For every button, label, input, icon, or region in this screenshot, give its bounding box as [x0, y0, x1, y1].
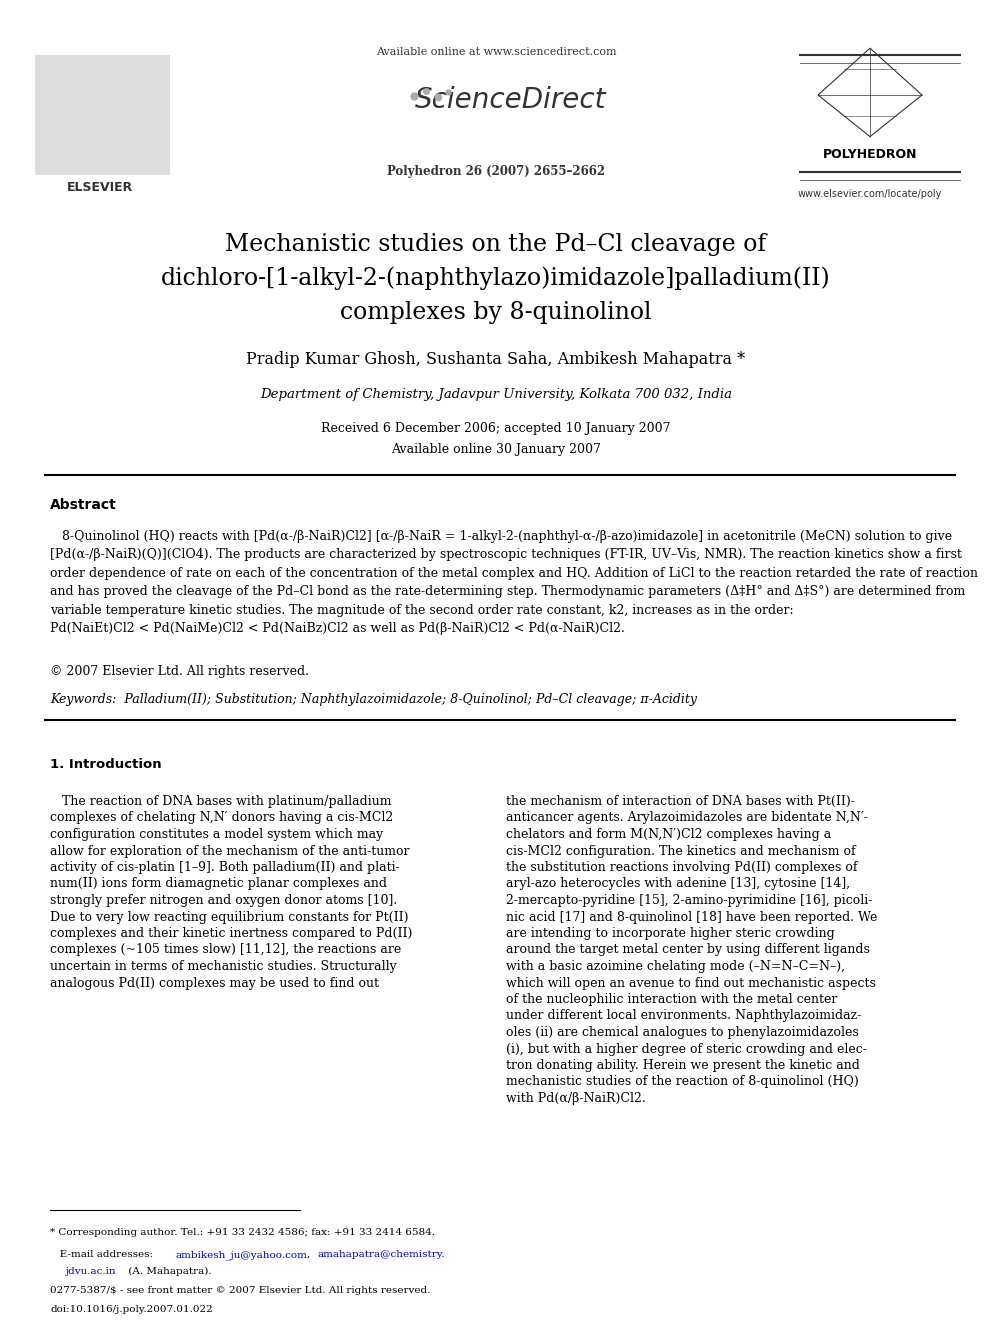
Bar: [35, 56, 170, 175]
Text: are intending to incorporate higher steric crowding: are intending to incorporate higher ster…: [506, 927, 834, 941]
Text: analogous Pd(II) complexes may be used to find out: analogous Pd(II) complexes may be used t…: [50, 976, 379, 990]
Text: Department of Chemistry, Jadavpur University, Kolkata 700 032, India: Department of Chemistry, Jadavpur Univer…: [260, 389, 732, 401]
Text: Pradip Kumar Ghosh, Sushanta Saha, Ambikesh Mahapatra *: Pradip Kumar Ghosh, Sushanta Saha, Ambik…: [246, 352, 746, 369]
Text: ambikesh_ju@yahoo.com: ambikesh_ju@yahoo.com: [175, 1250, 307, 1259]
Text: 2-mercapto-pyridine [15], 2-amino-pyrimidine [16], picoli-: 2-mercapto-pyridine [15], 2-amino-pyrimi…: [506, 894, 872, 908]
Text: www.elsevier.com/locate/poly: www.elsevier.com/locate/poly: [798, 189, 942, 198]
Text: ELSEVIER: ELSEVIER: [66, 181, 133, 194]
Text: with Pd(α/β-NaiR)Cl2.: with Pd(α/β-NaiR)Cl2.: [506, 1091, 646, 1105]
Text: the mechanism of interaction of DNA bases with Pt(II)-: the mechanism of interaction of DNA base…: [506, 795, 855, 808]
Text: mechanistic studies of the reaction of 8-quinolinol (HQ): mechanistic studies of the reaction of 8…: [506, 1076, 859, 1089]
Text: jdvu.ac.in: jdvu.ac.in: [65, 1267, 116, 1275]
Text: Polyhedron 26 (2007) 2655–2662: Polyhedron 26 (2007) 2655–2662: [387, 165, 605, 179]
Text: Received 6 December 2006; accepted 10 January 2007: Received 6 December 2006; accepted 10 Ja…: [321, 422, 671, 434]
Text: strongly prefer nitrogen and oxygen donor atoms [10].: strongly prefer nitrogen and oxygen dono…: [50, 894, 397, 908]
Text: uncertain in terms of mechanistic studies. Structurally: uncertain in terms of mechanistic studie…: [50, 960, 397, 972]
Text: amahapatra@chemistry.: amahapatra@chemistry.: [317, 1250, 444, 1259]
Text: © 2007 Elsevier Ltd. All rights reserved.: © 2007 Elsevier Ltd. All rights reserved…: [50, 665, 309, 679]
Text: around the target metal center by using different ligands: around the target metal center by using …: [506, 943, 870, 957]
Text: 8-Quinolinol (HQ) reacts with [Pd(α-/β-NaiR)Cl2] [α-/β-NaiR = 1-alkyl-2-(naphthy: 8-Quinolinol (HQ) reacts with [Pd(α-/β-N…: [50, 531, 978, 635]
Text: oles (ii) are chemical analogues to phenylazoimidazoles: oles (ii) are chemical analogues to phen…: [506, 1027, 859, 1039]
Text: anticancer agents. Arylazoimidazoles are bidentate N,N′-: anticancer agents. Arylazoimidazoles are…: [506, 811, 868, 824]
Text: aryl-azo heterocycles with adenine [13], cytosine [14],: aryl-azo heterocycles with adenine [13],…: [506, 877, 850, 890]
Text: the substitution reactions involving Pd(II) complexes of: the substitution reactions involving Pd(…: [506, 861, 857, 875]
Text: chelators and form M(N,N′)Cl2 complexes having a: chelators and form M(N,N′)Cl2 complexes …: [506, 828, 831, 841]
Text: complexes and their kinetic inertness compared to Pd(II): complexes and their kinetic inertness co…: [50, 927, 413, 941]
Text: (A. Mahapatra).: (A. Mahapatra).: [125, 1267, 211, 1277]
Text: E-mail addresses:: E-mail addresses:: [50, 1250, 157, 1259]
Text: The reaction of DNA bases with platinum/palladium: The reaction of DNA bases with platinum/…: [50, 795, 392, 808]
Text: configuration constitutes a model system which may: configuration constitutes a model system…: [50, 828, 383, 841]
Text: 0277-5387/$ - see front matter © 2007 Elsevier Ltd. All rights reserved.: 0277-5387/$ - see front matter © 2007 El…: [50, 1286, 431, 1295]
Text: dichloro-[1-alkyl-2-(naphthylazo)imidazole]palladium(II): dichloro-[1-alkyl-2-(naphthylazo)imidazo…: [161, 266, 831, 290]
Text: num(II) ions form diamagnetic planar complexes and: num(II) ions form diamagnetic planar com…: [50, 877, 387, 890]
Text: 1. Introduction: 1. Introduction: [50, 758, 162, 771]
Text: POLYHEDRON: POLYHEDRON: [822, 148, 918, 161]
Text: * Corresponding author. Tel.: +91 33 2432 4586; fax: +91 33 2414 6584.: * Corresponding author. Tel.: +91 33 243…: [50, 1228, 435, 1237]
Text: nic acid [17] and 8-quinolinol [18] have been reported. We: nic acid [17] and 8-quinolinol [18] have…: [506, 910, 877, 923]
Text: complexes of chelating N,N′ donors having a cis-MCl2: complexes of chelating N,N′ donors havin…: [50, 811, 393, 824]
Text: Mechanistic studies on the Pd–Cl cleavage of: Mechanistic studies on the Pd–Cl cleavag…: [225, 233, 767, 257]
Text: Available online at www.sciencedirect.com: Available online at www.sciencedirect.co…: [376, 48, 616, 57]
Text: activity of cis-platin [1–9]. Both palladium(II) and plati-: activity of cis-platin [1–9]. Both palla…: [50, 861, 400, 875]
Text: Due to very low reacting equilibrium constants for Pt(II): Due to very low reacting equilibrium con…: [50, 910, 409, 923]
Text: Available online 30 January 2007: Available online 30 January 2007: [391, 443, 601, 456]
Text: with a basic azoimine chelating mode (–N=N–C=N–),: with a basic azoimine chelating mode (–N…: [506, 960, 845, 972]
Text: complexes by 8-quinolinol: complexes by 8-quinolinol: [340, 300, 652, 324]
Text: ScienceDirect: ScienceDirect: [416, 86, 607, 114]
Text: cis-MCl2 configuration. The kinetics and mechanism of: cis-MCl2 configuration. The kinetics and…: [506, 844, 856, 857]
Text: which will open an avenue to find out mechanistic aspects: which will open an avenue to find out me…: [506, 976, 876, 990]
Text: complexes (~105 times slow) [11,12], the reactions are: complexes (~105 times slow) [11,12], the…: [50, 943, 401, 957]
Text: (i), but with a higher degree of steric crowding and elec-: (i), but with a higher degree of steric …: [506, 1043, 867, 1056]
Text: of the nucleophilic interaction with the metal center: of the nucleophilic interaction with the…: [506, 994, 837, 1005]
Text: Keywords:  Palladium(II); Substitution; Naphthylazoimidazole; 8-Quinolinol; Pd–C: Keywords: Palladium(II); Substitution; N…: [50, 693, 697, 706]
Text: tron donating ability. Herein we present the kinetic and: tron donating ability. Herein we present…: [506, 1058, 860, 1072]
Text: ,: ,: [307, 1250, 313, 1259]
Text: doi:10.1016/j.poly.2007.01.022: doi:10.1016/j.poly.2007.01.022: [50, 1304, 212, 1314]
Text: allow for exploration of the mechanism of the anti-tumor: allow for exploration of the mechanism o…: [50, 844, 410, 857]
Text: Abstract: Abstract: [50, 497, 117, 512]
Text: under different local environments. Naphthylazoimidaz-: under different local environments. Naph…: [506, 1009, 861, 1023]
